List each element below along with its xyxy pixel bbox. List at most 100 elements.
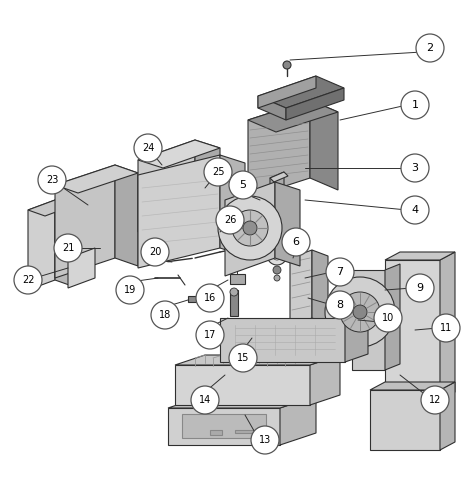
Circle shape <box>326 291 354 319</box>
Polygon shape <box>115 165 138 266</box>
Circle shape <box>274 244 280 250</box>
Text: 2: 2 <box>427 43 434 53</box>
Polygon shape <box>28 200 55 290</box>
Circle shape <box>340 292 380 332</box>
Polygon shape <box>68 248 95 288</box>
Circle shape <box>251 426 279 454</box>
Circle shape <box>272 250 282 260</box>
Text: 5: 5 <box>239 180 246 190</box>
Text: 18: 18 <box>159 310 171 320</box>
Circle shape <box>134 134 162 162</box>
Polygon shape <box>345 310 368 362</box>
Circle shape <box>274 275 280 281</box>
Polygon shape <box>55 200 72 286</box>
Circle shape <box>232 210 268 246</box>
Polygon shape <box>440 252 455 400</box>
Text: 15: 15 <box>237 353 249 363</box>
Circle shape <box>274 239 280 245</box>
Polygon shape <box>188 296 198 302</box>
Text: 26: 26 <box>224 215 236 225</box>
Text: 20: 20 <box>149 247 161 257</box>
Polygon shape <box>138 140 220 168</box>
Polygon shape <box>175 355 340 365</box>
Circle shape <box>374 304 402 332</box>
Text: 10: 10 <box>382 313 394 323</box>
Polygon shape <box>286 88 344 120</box>
Polygon shape <box>248 100 338 132</box>
Circle shape <box>326 258 354 286</box>
Polygon shape <box>275 182 300 266</box>
Text: 9: 9 <box>416 283 423 293</box>
Circle shape <box>216 206 244 234</box>
Polygon shape <box>230 290 238 316</box>
Polygon shape <box>312 250 328 324</box>
Polygon shape <box>370 390 440 450</box>
Bar <box>210 430 222 435</box>
Circle shape <box>116 276 144 304</box>
Polygon shape <box>55 165 138 193</box>
Circle shape <box>416 34 444 62</box>
Polygon shape <box>370 382 455 390</box>
Text: 11: 11 <box>440 323 452 333</box>
Polygon shape <box>310 100 338 190</box>
Text: 14: 14 <box>199 395 211 405</box>
Polygon shape <box>385 252 455 260</box>
Circle shape <box>218 196 282 260</box>
Polygon shape <box>28 200 72 216</box>
Polygon shape <box>248 100 310 198</box>
Text: 21: 21 <box>62 243 74 253</box>
Text: 1: 1 <box>412 100 419 110</box>
Text: 25: 25 <box>212 167 224 177</box>
Polygon shape <box>385 260 440 400</box>
Circle shape <box>204 158 232 186</box>
Polygon shape <box>270 172 288 182</box>
Polygon shape <box>175 365 310 405</box>
Polygon shape <box>168 408 280 445</box>
Circle shape <box>243 221 257 235</box>
Circle shape <box>274 219 280 225</box>
Text: 17: 17 <box>204 330 216 340</box>
Circle shape <box>401 91 429 119</box>
Text: 22: 22 <box>22 275 34 285</box>
Circle shape <box>282 228 310 256</box>
Circle shape <box>406 274 434 302</box>
Text: 12: 12 <box>429 395 441 405</box>
Polygon shape <box>290 250 312 326</box>
Circle shape <box>401 196 429 224</box>
Polygon shape <box>182 414 266 438</box>
Circle shape <box>196 284 224 312</box>
Circle shape <box>421 386 449 414</box>
Polygon shape <box>230 274 245 284</box>
Circle shape <box>267 245 287 265</box>
Text: 3: 3 <box>412 163 419 173</box>
Circle shape <box>151 301 179 329</box>
Circle shape <box>196 321 224 349</box>
Polygon shape <box>258 96 286 120</box>
Polygon shape <box>258 76 316 108</box>
Text: 7: 7 <box>336 267 343 277</box>
Text: 23: 23 <box>46 175 58 185</box>
Bar <box>235 430 255 433</box>
Circle shape <box>274 234 280 240</box>
Polygon shape <box>55 165 115 278</box>
Polygon shape <box>168 396 316 408</box>
Polygon shape <box>195 140 220 220</box>
Circle shape <box>191 386 219 414</box>
Circle shape <box>353 305 367 319</box>
Circle shape <box>274 209 280 215</box>
Circle shape <box>230 288 238 296</box>
Circle shape <box>401 154 429 182</box>
Polygon shape <box>220 318 345 362</box>
Circle shape <box>14 266 42 294</box>
Text: 6: 6 <box>292 237 299 247</box>
Polygon shape <box>258 76 344 108</box>
Polygon shape <box>440 382 455 450</box>
Circle shape <box>274 229 280 235</box>
Circle shape <box>274 224 280 230</box>
Polygon shape <box>385 264 400 370</box>
Polygon shape <box>280 396 316 445</box>
Text: 8: 8 <box>336 300 343 310</box>
Polygon shape <box>138 140 195 232</box>
Text: 4: 4 <box>412 205 419 215</box>
Circle shape <box>274 214 280 220</box>
